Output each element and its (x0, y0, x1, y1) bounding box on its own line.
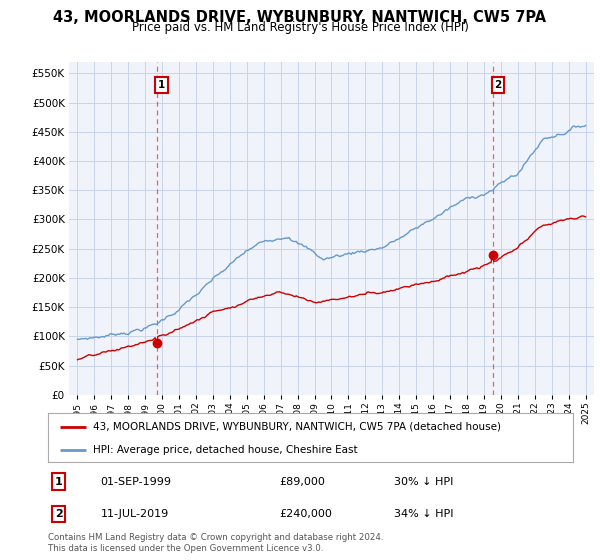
Text: 2: 2 (55, 508, 62, 519)
Text: 01-SEP-1999: 01-SEP-1999 (101, 477, 172, 487)
Text: 1: 1 (55, 477, 62, 487)
Text: 34% ↓ HPI: 34% ↓ HPI (395, 508, 454, 519)
Text: HPI: Average price, detached house, Cheshire East: HPI: Average price, detached house, Ches… (92, 445, 357, 455)
Text: Price paid vs. HM Land Registry's House Price Index (HPI): Price paid vs. HM Land Registry's House … (131, 21, 469, 34)
Text: £89,000: £89,000 (279, 477, 325, 487)
Text: 30% ↓ HPI: 30% ↓ HPI (395, 477, 454, 487)
Text: 11-JUL-2019: 11-JUL-2019 (101, 508, 169, 519)
Text: 43, MOORLANDS DRIVE, WYBUNBURY, NANTWICH, CW5 7PA (detached house): 43, MOORLANDS DRIVE, WYBUNBURY, NANTWICH… (92, 422, 500, 432)
Text: £240,000: £240,000 (279, 508, 332, 519)
Text: Contains HM Land Registry data © Crown copyright and database right 2024.
This d: Contains HM Land Registry data © Crown c… (48, 533, 383, 553)
Text: 2: 2 (494, 80, 502, 90)
Text: 1: 1 (158, 80, 165, 90)
Text: 43, MOORLANDS DRIVE, WYBUNBURY, NANTWICH, CW5 7PA: 43, MOORLANDS DRIVE, WYBUNBURY, NANTWICH… (53, 10, 547, 25)
